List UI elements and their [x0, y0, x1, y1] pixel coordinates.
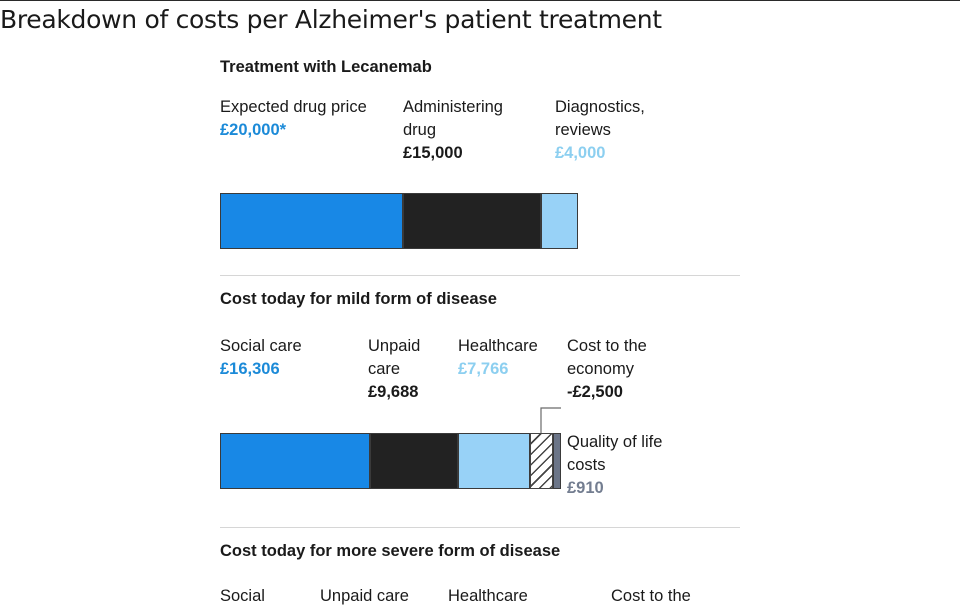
bar-segment-unpaid-care	[369, 433, 459, 489]
label-social-care: Social care £16,306	[220, 335, 360, 381]
label-severe-cost-to-the: Cost to the	[611, 587, 691, 605]
label-diagnostics-name: Diagnostics, reviews	[555, 98, 645, 139]
label-administering-drug-name: Administering drug	[403, 98, 503, 139]
page-title: Breakdown of costs per Alzheimer's patie…	[0, 5, 662, 34]
label-administering-drug: Administering drug £15,000	[403, 96, 528, 165]
label-cost-to-economy-name: Cost to the economy	[567, 337, 647, 378]
label-healthcare: Healthcare £7,766	[458, 335, 558, 381]
label-quality-of-life-name: Quality of life costs	[567, 433, 663, 474]
value-diagnostics: £4,000	[555, 144, 606, 162]
bar-segment-expected-drug-price	[220, 193, 404, 249]
label-cost-to-economy: Cost to the economy -£2,500	[567, 335, 667, 404]
label-drug-price-name: Expected drug price	[220, 98, 367, 116]
value-drug-price: £20,000*	[220, 121, 287, 139]
value-administering-drug: £15,000	[403, 144, 463, 162]
label-severe-healthcare: Healthcare	[448, 587, 528, 605]
section-title-severe: Cost today for more severe form of disea…	[220, 542, 561, 560]
value-cost-to-economy: -£2,500	[567, 383, 623, 401]
top-rule	[0, 0, 960, 1]
label-unpaid-care-name: Unpaid care	[368, 337, 421, 378]
bar-segment-cost-to-the-economy	[529, 433, 553, 489]
bar-segment-healthcare	[458, 433, 530, 489]
value-quality-of-life: £910	[567, 479, 604, 497]
bar-segment-quality-of-life-costs	[552, 433, 561, 489]
divider-1	[220, 275, 740, 276]
bar-segment-social-care	[220, 433, 370, 489]
divider-2	[220, 527, 740, 528]
section-title-lecanemab: Treatment with Lecanemab	[220, 58, 432, 76]
label-severe-unpaid-care: Unpaid care	[320, 587, 409, 605]
bar-segment-diagnostics-reviews	[541, 193, 578, 249]
label-severe-social: Social	[220, 587, 265, 605]
value-healthcare: £7,766	[458, 360, 509, 378]
label-social-care-name: Social care	[220, 337, 302, 355]
label-quality-of-life: Quality of life costs £910	[567, 431, 677, 500]
section-title-mild: Cost today for mild form of disease	[220, 290, 497, 308]
value-unpaid-care: £9,688	[368, 383, 419, 401]
value-social-care: £16,306	[220, 360, 280, 378]
label-healthcare-name: Healthcare	[458, 337, 538, 355]
bar-segment-administering-drug	[403, 193, 542, 249]
label-unpaid-care: Unpaid care £9,688	[368, 335, 446, 404]
label-diagnostics: Diagnostics, reviews £4,000	[555, 96, 660, 165]
label-drug-price: Expected drug price £20,000*	[220, 96, 390, 142]
